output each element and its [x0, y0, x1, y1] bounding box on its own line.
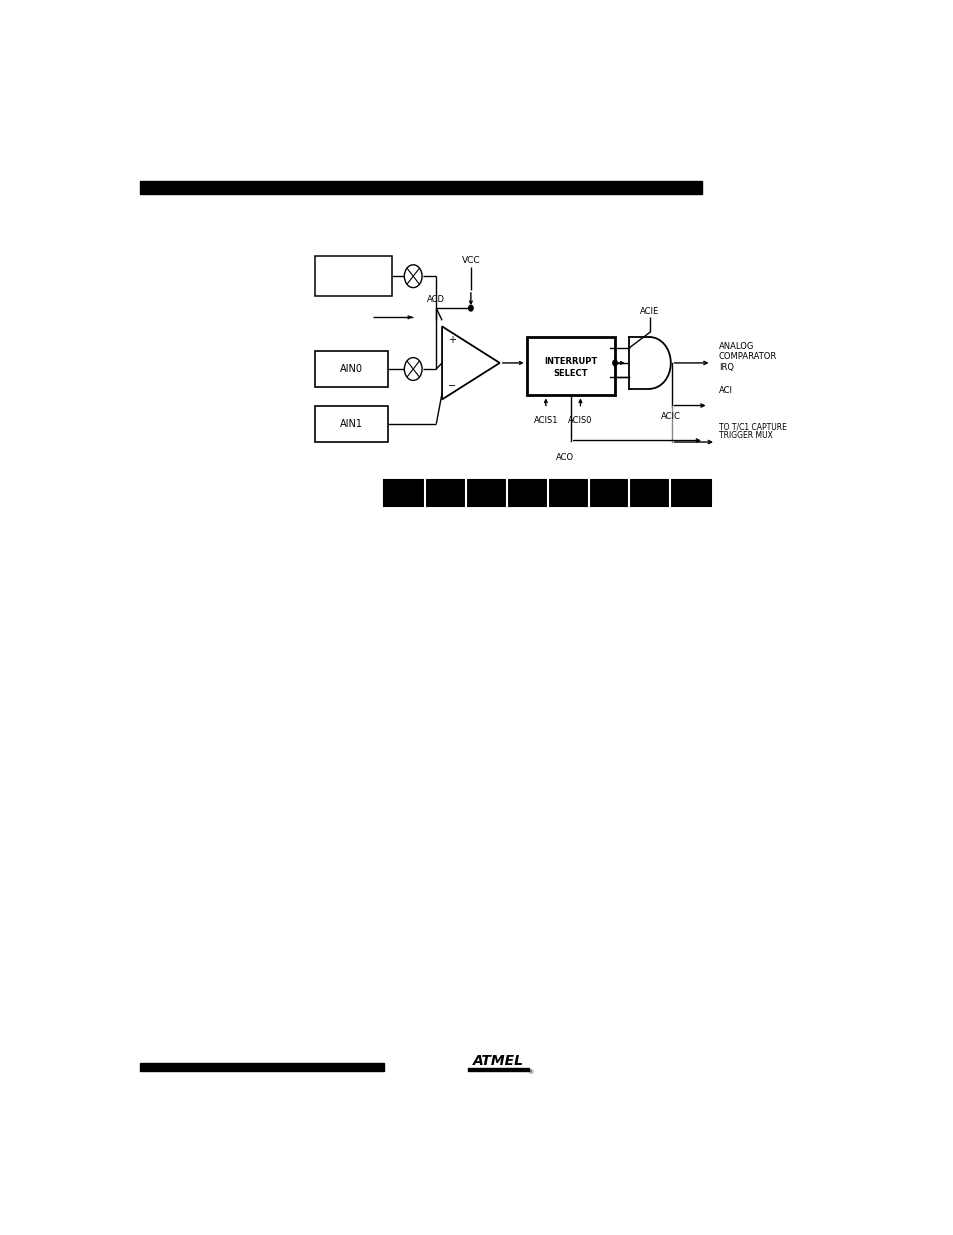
Text: +: +	[447, 335, 456, 345]
Text: VCC: VCC	[461, 257, 479, 266]
Text: IRQ: IRQ	[719, 363, 733, 372]
Text: −: −	[447, 380, 456, 390]
Text: ACD: ACD	[427, 294, 445, 304]
Text: ®: ®	[527, 1070, 533, 1074]
Bar	[140, 1063, 383, 1071]
Bar	[140, 182, 701, 194]
Circle shape	[612, 361, 617, 366]
Text: AIN1: AIN1	[340, 419, 363, 429]
Bar	[314, 405, 388, 442]
Bar	[314, 257, 392, 296]
Circle shape	[468, 305, 473, 311]
Text: COMPARATOR: COMPARATOR	[719, 352, 777, 362]
Text: TO T/C1 CAPTURE: TO T/C1 CAPTURE	[719, 422, 786, 431]
Text: ANALOG: ANALOG	[719, 342, 754, 351]
Bar	[314, 351, 388, 388]
Bar	[384, 480, 710, 506]
Text: INTERRUPT: INTERRUPT	[543, 357, 597, 366]
Text: ACO: ACO	[556, 453, 574, 462]
Text: ATMEL: ATMEL	[473, 1055, 523, 1068]
Text: TRIGGER MUX: TRIGGER MUX	[719, 431, 772, 441]
Text: AIN0: AIN0	[340, 364, 363, 374]
Text: ACI: ACI	[719, 385, 732, 395]
Text: ACIS1: ACIS1	[533, 416, 558, 425]
Bar	[468, 1068, 528, 1071]
Text: ACIE: ACIE	[639, 306, 659, 316]
Text: ACIS0: ACIS0	[568, 416, 592, 425]
Text: SELECT: SELECT	[553, 369, 587, 378]
Bar	[526, 337, 615, 395]
Text: ACIC: ACIC	[660, 411, 680, 421]
